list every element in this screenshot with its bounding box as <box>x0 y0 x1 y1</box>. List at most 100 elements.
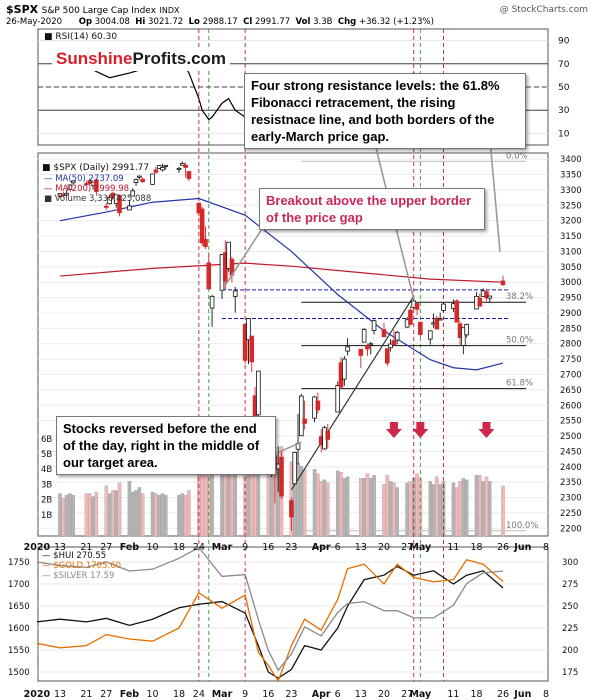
volume-bar <box>64 494 69 537</box>
x-tick-label: 8 <box>543 542 549 553</box>
candle-body <box>484 291 489 299</box>
candle-body <box>232 290 238 297</box>
cl-label: Cl <box>243 17 253 27</box>
x-tick-label: 27 <box>401 689 413 700</box>
x-tick-label: 6 <box>335 542 341 553</box>
volume-bar <box>91 496 95 537</box>
price-tick-label: 3000 <box>560 278 582 288</box>
volume-bar <box>180 493 185 537</box>
volume-bar <box>316 473 320 537</box>
candle-body <box>133 179 139 183</box>
fib-level-label: 50.0% <box>506 336 533 346</box>
candle-body <box>500 280 506 286</box>
rsi-tick-label: 50 <box>558 83 570 93</box>
price-tick-label: 2900 <box>560 309 582 319</box>
price-tick-label: 3350 <box>560 171 582 181</box>
candle-body <box>256 370 261 416</box>
volume-bar <box>362 478 366 537</box>
candle-body <box>394 331 400 341</box>
candle-body <box>384 348 390 364</box>
fib-level-label: 61.8% <box>506 379 533 389</box>
volume-bar <box>405 482 409 537</box>
price-tick-label: 3400 <box>560 155 582 165</box>
price-tick-label: 2350 <box>560 478 582 488</box>
metals-left-tick: 1700 <box>8 580 30 590</box>
candle-body <box>358 348 364 356</box>
exchange: INDX <box>159 6 180 15</box>
down-arrow-marker <box>478 422 495 438</box>
price-tick-label: 2250 <box>560 509 582 519</box>
x-tick-label: Mar <box>212 689 233 700</box>
volume-bar <box>392 482 396 537</box>
candle-body <box>117 195 122 214</box>
candle-body <box>299 395 304 437</box>
candle-body <box>67 184 73 190</box>
candle-body <box>325 431 331 440</box>
vol-label: Vol <box>295 17 311 27</box>
volume-legend: ■ Volume 3,330,425,088 <box>44 194 151 204</box>
candle-body <box>279 456 284 497</box>
op-value: 3004.08 <box>94 17 130 27</box>
metals-right-tick: 175 <box>562 668 578 678</box>
x-tick-label: 13 <box>54 689 66 700</box>
volume-bar <box>345 476 350 537</box>
candle-body <box>186 171 192 179</box>
op-label: Op <box>78 17 93 27</box>
x-tick-label: 20 <box>378 689 390 700</box>
candle-body <box>315 400 321 411</box>
volume-bar <box>203 469 208 537</box>
candle-body <box>183 164 188 168</box>
ma200-legend: — MA(200) 2999.98 <box>44 184 129 194</box>
volume-bar <box>458 481 462 537</box>
chg-value: +36.32 (+1.23%) <box>358 17 434 27</box>
metals-left-tick: 1650 <box>8 602 30 612</box>
price-tick-label: 2500 <box>560 432 582 442</box>
x-tick-label: 16 <box>262 689 274 700</box>
candle-body <box>388 343 393 349</box>
volume-bar <box>365 473 370 537</box>
x-tick-label: May <box>409 542 432 553</box>
candle-body <box>477 297 483 307</box>
fib-level-label: 100.0% <box>506 521 538 531</box>
ohlc-line: 26-May-2020 Op 3004.08 Hi 3021.72 Lo 298… <box>6 17 434 27</box>
x-tick-label: 16 <box>262 542 274 553</box>
volume-tick-label: 4B <box>41 465 52 475</box>
volume-bar <box>246 466 251 537</box>
candle-body <box>302 418 307 424</box>
candle-body <box>140 178 145 183</box>
volume-tick-label: 5B <box>41 450 52 460</box>
volume-bar <box>140 493 145 537</box>
price-legend: ■ $SPX (Daily) 2991.77 <box>42 163 149 173</box>
candle-body <box>437 318 443 321</box>
price-tick-label: 2800 <box>560 340 582 350</box>
fib-level-label: 0.0% <box>506 151 528 161</box>
volume-bar <box>160 493 165 537</box>
volume-bar <box>481 481 485 537</box>
x-tick-label: Feb <box>120 689 140 700</box>
volume-bar <box>137 487 142 537</box>
candle-body <box>289 500 294 518</box>
volume-bar <box>501 485 505 537</box>
date-label: 26-May-2020 <box>6 17 63 27</box>
candle-body <box>361 329 367 343</box>
price-tick-label: 2700 <box>560 370 582 380</box>
volume-bar <box>339 472 343 537</box>
chart-title: $SPX S&P 500 Large Cap Index INDX <box>6 3 180 16</box>
candle-body <box>464 323 469 336</box>
x-tick-label: 6 <box>335 689 341 700</box>
volume-tick-label: 2B <box>41 496 52 506</box>
x-tick-label: 26 <box>497 542 509 553</box>
price-tick-label: 2300 <box>560 494 582 504</box>
volume-bar <box>157 494 161 537</box>
volume-bar <box>335 470 340 537</box>
metals-series-line-0 <box>36 565 504 679</box>
x-tick-label: 11 <box>447 542 459 553</box>
candle-body <box>371 320 377 331</box>
ma50-line <box>59 197 504 371</box>
candle-body <box>94 179 99 192</box>
candle-body <box>209 295 215 309</box>
price-tick-label: 2850 <box>560 324 582 334</box>
watermark: @ StockCharts.com <box>499 5 588 15</box>
x-tick-label: 21 <box>80 542 92 553</box>
volume-bar <box>415 473 419 537</box>
